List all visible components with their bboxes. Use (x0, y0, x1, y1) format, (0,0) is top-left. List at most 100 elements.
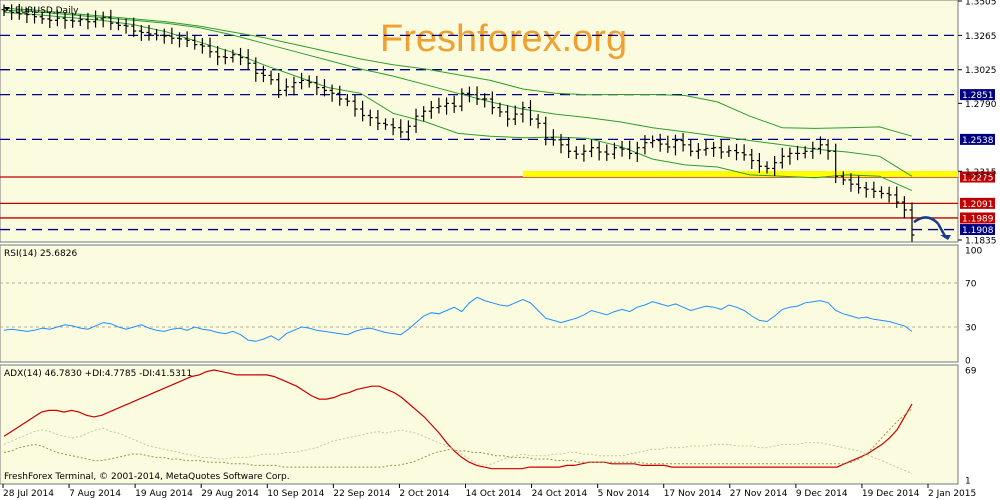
ohlc-bar (100, 11, 106, 28)
ohlc-bar (299, 72, 305, 90)
x-tick-label: 10 Sep 2014 (267, 489, 324, 499)
ohlc-bar (795, 145, 801, 161)
ohlc-bar (93, 10, 99, 28)
ohlc-bar (596, 141, 602, 161)
ohlc-bar (497, 102, 503, 117)
ohlc-bar (474, 86, 480, 105)
ohlc-bar (581, 144, 587, 162)
ohlc-bar (32, 7, 38, 24)
x-tick-label: 19 Aug 2014 (135, 489, 193, 499)
ohlc-bar (680, 132, 686, 152)
ohlc-bar (878, 186, 884, 199)
ohlc-bar (634, 141, 640, 162)
ohlc-bar (535, 114, 541, 129)
ohlc-bar (527, 100, 533, 126)
ohlc-bar (184, 31, 190, 48)
ohlc-bar (85, 12, 91, 30)
ohlc-bar (321, 79, 327, 97)
ohlc-bar (108, 9, 114, 30)
y-tick-label: 1.2315 (965, 168, 997, 178)
rsi-tick-label: 70 (965, 280, 977, 290)
ohlc-bar (764, 161, 770, 174)
ohlc-bar (566, 137, 572, 158)
y-tick-label: 1.3505 (965, 0, 997, 8)
ohlc-bar (863, 181, 869, 198)
ohlc-bar (695, 143, 701, 159)
x-tick-label: 2 Jan 2015 (928, 489, 976, 499)
ohlc-bar (444, 97, 450, 115)
adx-tick-label: 69 (965, 367, 977, 377)
ohlc-bar (619, 140, 625, 157)
ohlc-bar (657, 133, 663, 152)
rsi-tick-label: 100 (965, 247, 982, 257)
x-tick-label: 2 Oct 2014 (399, 489, 449, 499)
chevron-down-icon[interactable] (4, 7, 10, 11)
price-panel-title: EURUSD,Daily (15, 6, 79, 16)
ohlc-bar (169, 27, 175, 45)
ohlc-bar (268, 70, 274, 85)
ohlc-bar (520, 101, 526, 123)
ohlc-bar (756, 152, 762, 174)
ohlc-bar (749, 148, 755, 170)
ohlc-bar (459, 88, 465, 112)
copyright-text: FreshForex Terminal, © 2001-2014, MetaQu… (4, 472, 290, 482)
ohlc-bar (123, 18, 129, 34)
watermark: Freshforex.org (380, 18, 627, 60)
level-label: 1.2275 (960, 171, 995, 184)
adx-line (3, 369, 913, 470)
ohlc-bar (779, 147, 785, 169)
ohlc-bar (192, 35, 198, 50)
band-middle (3, 9, 913, 177)
ohlc-bar (650, 135, 656, 148)
ohlc-bar (589, 139, 595, 158)
ohlc-bar (131, 17, 137, 37)
ohlc-bar (611, 142, 617, 160)
ohlc-bar (146, 24, 152, 41)
ohlc-bar (734, 143, 740, 161)
svg-text:1.2851: 1.2851 (962, 91, 994, 101)
ohlc-bar (672, 134, 678, 156)
svg-text:1.1989: 1.1989 (962, 214, 994, 224)
ohlc-bar (222, 49, 228, 65)
ohlc-bar (802, 146, 808, 159)
adx-panel-title: ADX(14) 46.7830 +DI:4.7785 -DI:41.5311 (4, 369, 192, 379)
ohlc-bar (138, 25, 144, 41)
x-tick-label: 19 Dec 2014 (862, 489, 920, 499)
ohlc-bar (24, 8, 30, 24)
ohlc-bar (787, 147, 793, 165)
svg-text:1.2275: 1.2275 (962, 174, 994, 184)
ohlc-bar (39, 11, 45, 24)
ohlc-bar (276, 72, 282, 99)
forecast-arrow (913, 216, 951, 240)
rsi-panel-title: RSI(14) 25.6826 (4, 249, 77, 259)
ohlc-bar (1, 4, 7, 17)
band-lower (3, 11, 913, 192)
ohlc-bar (817, 136, 823, 155)
ohlc-bar (840, 171, 846, 185)
x-tick-label: 24 Oct 2014 (532, 489, 588, 499)
x-tick-label: 7 Aug 2014 (69, 489, 121, 499)
ohlc-bar (115, 18, 121, 31)
ohlc-bar (215, 45, 221, 66)
ohlc-bar (604, 144, 610, 161)
ohlc-bar (154, 28, 160, 41)
ohlc-bar (306, 75, 312, 88)
ohlc-bar (871, 181, 877, 199)
ohlc-bar (405, 120, 411, 141)
x-tick-label: 28 Jul 2014 (3, 489, 54, 499)
ohlc-bar (428, 100, 434, 119)
level-label: 1.1908 (960, 224, 995, 236)
ohlc-bar (543, 116, 549, 146)
ohlc-bar (772, 155, 778, 177)
x-tick-label: 14 Oct 2014 (466, 489, 522, 499)
ohlc-bar (161, 28, 167, 44)
ohlc-bar (207, 37, 213, 58)
band-upper (3, 7, 913, 137)
svg-text:1.2091: 1.2091 (962, 200, 994, 210)
ohlc-bar (390, 118, 396, 136)
ohlc-bar (482, 93, 488, 108)
ohlc-bar (253, 57, 259, 82)
ohlc-bar (230, 49, 236, 63)
ohlc-bar (848, 173, 854, 192)
